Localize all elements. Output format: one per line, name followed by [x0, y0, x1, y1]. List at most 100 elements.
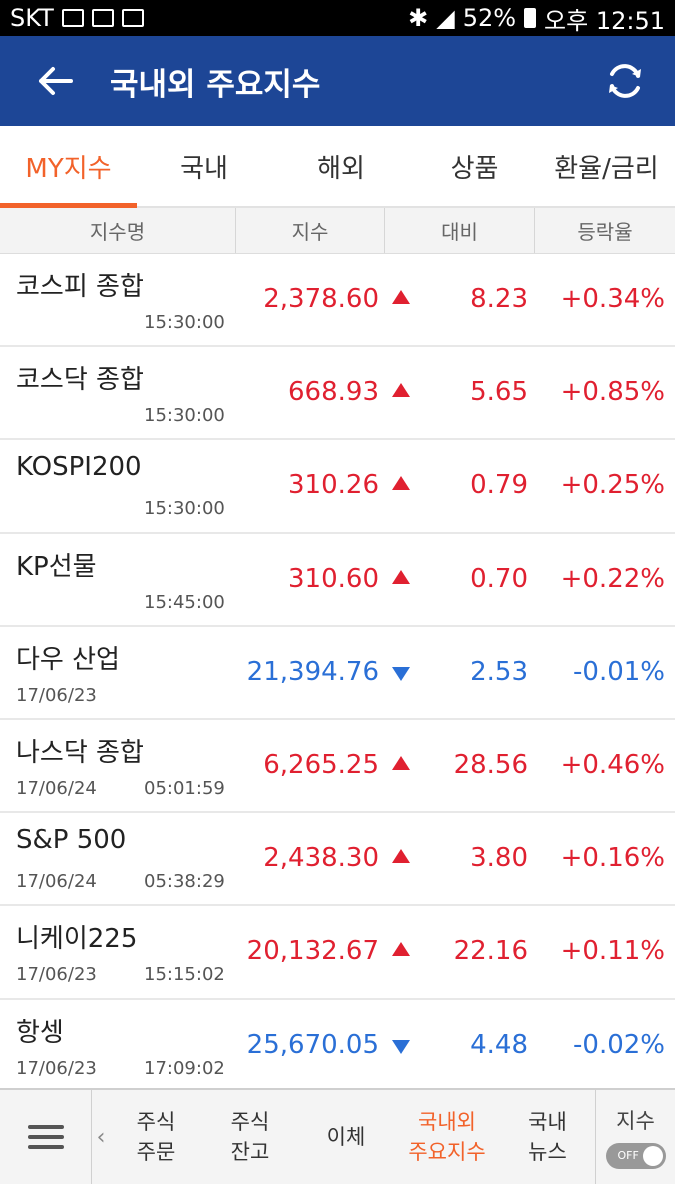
row-time: 05:01:59 [144, 777, 225, 799]
back-arrow-icon[interactable] [0, 66, 110, 96]
index-rate: +0.46% [560, 749, 665, 780]
table-row[interactable]: 니케이225 17/06/23 15:15:02 20,132.67 22.16… [0, 906, 675, 1000]
category-tabs: MY지수 국내 해외 상품 환율/금리 [0, 126, 675, 208]
nav-label: 주요지수 [408, 1140, 486, 1164]
index-rate: +0.16% [560, 843, 665, 874]
nav-domestic-news[interactable]: 국내 뉴스 [500, 1107, 595, 1167]
index-rate: +0.11% [560, 936, 665, 967]
signal-icon: ◢ [436, 4, 455, 32]
nav-label: 이체 [326, 1125, 366, 1149]
index-name: 다우 산업 [16, 644, 120, 675]
index-change: 3.80 [470, 843, 528, 874]
tab-my-index[interactable]: MY지수 [0, 126, 137, 208]
nav-label: 주식 [136, 1110, 176, 1134]
header-index-name: 지수명 [0, 208, 236, 253]
nav-transfer[interactable]: 이체 [298, 1122, 394, 1152]
gallery-icon [61, 9, 84, 27]
table-row[interactable]: 항셍 17/06/23 17:09:02 25,670.05 4.48 -0.0… [0, 1000, 675, 1093]
index-value: 2,438.30 [263, 843, 379, 874]
index-change: 22.16 [453, 936, 528, 967]
table-row[interactable]: 다우 산업 17/06/23 21,394.76 2.53 -0.01% [0, 627, 675, 720]
table-row[interactable]: KP선물 15:45:00 310.60 0.70 +0.22% [0, 534, 675, 627]
up-triangle-icon [392, 942, 410, 957]
toggle-switch[interactable]: OFF [605, 1143, 666, 1169]
index-value: 20,132.67 [246, 936, 379, 967]
toggle-label: 지수 [616, 1109, 655, 1133]
battery-label: 52% [462, 4, 517, 32]
table-row[interactable]: 코스피 종합 15:30:00 2,378.60 8.23 +0.34% [0, 254, 675, 348]
row-date: 17/06/24 [16, 871, 97, 893]
index-rate: +0.85% [560, 377, 665, 408]
nav-label: 잔고 [230, 1140, 270, 1164]
bluetooth-icon: ✱ [408, 4, 429, 32]
toggle-state: OFF [617, 1149, 639, 1162]
index-table: 코스피 종합 15:30:00 2,378.60 8.23 +0.34% 코스닥… [0, 254, 675, 1093]
tab-commodity[interactable]: 상품 [450, 153, 499, 184]
index-value: 668.93 [288, 377, 379, 408]
app-notification-icon [121, 9, 144, 27]
index-change: 2.53 [470, 656, 528, 687]
row-time: 05:38:29 [144, 871, 225, 893]
index-rate: -0.02% [573, 1029, 665, 1060]
index-change: 28.56 [453, 749, 528, 780]
index-rate: -0.01% [573, 656, 665, 687]
row-time: 15:30:00 [144, 405, 225, 427]
down-triangle-icon [392, 666, 410, 681]
index-change: 4.48 [470, 1029, 528, 1060]
up-triangle-icon [392, 383, 410, 398]
row-time: 17:09:02 [144, 1057, 225, 1079]
nav-label: 주식 [230, 1110, 270, 1134]
index-ticker-toggle[interactable]: 지수 OFF [595, 1090, 675, 1184]
refresh-icon[interactable] [575, 60, 675, 102]
nav-label: 주문 [136, 1140, 176, 1164]
battery-icon [524, 8, 537, 28]
carrier-label: SKT [10, 4, 54, 32]
table-row[interactable]: S&P 500 17/06/24 05:38:29 2,438.30 3.80 … [0, 813, 675, 907]
clock-label: 오후 12:51 [544, 6, 665, 35]
app-bar: 국내외 주요지수 [0, 36, 675, 126]
table-row[interactable]: 코스닥 종합 15:30:00 668.93 5.65 +0.85% [0, 347, 675, 441]
index-value: 2,378.60 [263, 284, 379, 314]
tab-domestic[interactable]: 국내 [180, 153, 228, 184]
status-bar: SKT ✱ ◢ 52% 오후 12:51 [0, 0, 675, 36]
index-value: 310.26 [288, 470, 379, 501]
chevron-left-icon[interactable]: ‹ [96, 1124, 106, 1150]
up-triangle-icon [392, 849, 410, 864]
nav-label: 국내 [528, 1110, 567, 1134]
tab-overseas[interactable]: 해외 [317, 153, 365, 184]
row-time: 15:45:00 [144, 591, 225, 613]
index-name: 코스닥 종합 [16, 365, 144, 396]
up-triangle-icon [392, 755, 410, 770]
down-triangle-icon [392, 1039, 410, 1054]
header-rate: 등락율 [577, 220, 633, 244]
row-time: 15:30:00 [144, 498, 225, 520]
index-rate: +0.25% [560, 470, 665, 501]
row-time: 15:30:00 [144, 312, 225, 333]
header-change: 대비 [385, 208, 535, 253]
row-date: 17/06/23 [16, 684, 97, 706]
index-value: 21,394.76 [246, 656, 379, 687]
index-rate: +0.22% [560, 563, 665, 594]
index-value: 25,670.05 [246, 1029, 379, 1060]
index-change: 5.65 [470, 377, 528, 408]
index-name: S&P 500 [16, 825, 127, 856]
menu-button[interactable] [0, 1090, 92, 1184]
index-name: 코스피 종합 [16, 272, 144, 302]
table-row[interactable]: KOSPI200 15:30:00 310.26 0.79 +0.25% [0, 440, 675, 534]
index-change: 8.23 [470, 284, 528, 314]
row-date: 17/06/23 [16, 964, 97, 986]
nav-major-indices[interactable]: 국내외 주요지수 [394, 1107, 500, 1167]
table-row[interactable]: 나스닥 종합 17/06/24 05:01:59 6,265.25 28.56 … [0, 720, 675, 814]
index-value: 310.60 [288, 563, 379, 594]
header-index-value: 지수 [236, 208, 385, 253]
hamburger-icon [27, 1119, 64, 1155]
page-title: 국내외 주요지수 [110, 66, 321, 103]
row-date: 17/06/24 [16, 777, 97, 799]
tab-fx-rates[interactable]: 환율/금리 [554, 153, 659, 184]
index-value: 6,265.25 [263, 749, 379, 780]
index-name: 나스닥 종합 [16, 737, 144, 768]
index-change: 0.79 [470, 470, 528, 501]
